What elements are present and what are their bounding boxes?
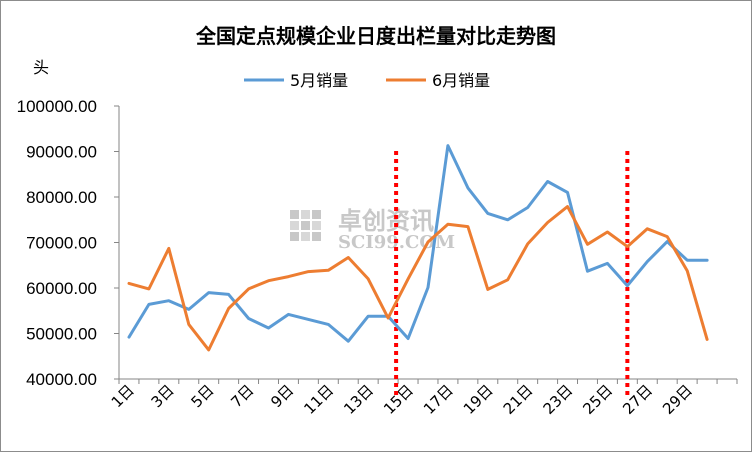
axes [118, 106, 737, 380]
x-axis-ticks: 1日 3日 5日 7日 9日 11日 13日 15日 17日 19日 21日 23日 25日 27日 29日 [108, 379, 738, 418]
x-tick-label: 23日 [540, 381, 577, 418]
y-tick-label: 80000.00 [26, 188, 97, 207]
legend-label: 6月销量 [432, 71, 490, 90]
y-tick-label: 70000.00 [26, 234, 97, 253]
x-tick-label: 25日 [579, 381, 616, 418]
y-tick-label: 100000.00 [17, 97, 97, 116]
legend-label: 5月销量 [290, 71, 348, 90]
x-tick-label: 7日 [227, 381, 257, 411]
x-tick-label: 3日 [148, 381, 178, 411]
series-line [127, 144, 709, 343]
series-lines [127, 144, 709, 352]
y-tick-label: 90000.00 [26, 143, 97, 162]
sci99-logo-icon [290, 210, 321, 241]
x-tick-label: 19日 [460, 381, 497, 418]
x-tick-label: 15日 [380, 381, 417, 418]
x-tick-label: 5日 [187, 381, 217, 411]
series-line [127, 205, 709, 352]
x-tick-label: 9日 [267, 381, 297, 411]
legend: 5月销量 6月销量 [244, 71, 490, 90]
y-tick-label: 60000.00 [26, 279, 97, 298]
x-tick-label: 17日 [420, 381, 457, 418]
watermark: 卓创资讯 SCI99.COM [290, 207, 455, 253]
x-tick-label: 21日 [500, 381, 537, 418]
y-axis-unit-label: 头 [33, 58, 49, 77]
x-tick-label: 27日 [619, 381, 656, 418]
x-tick-label: 11日 [300, 381, 337, 418]
reference-lines [394, 151, 630, 395]
y-tick-label: 50000.00 [26, 325, 97, 344]
x-tick-label: 13日 [340, 381, 377, 418]
watermark-cn: 卓创资讯 [338, 207, 434, 235]
y-tick-label: 40000.00 [26, 370, 97, 389]
chart-title: 全国定点规模企业日度出栏量对比走势图 [195, 24, 556, 48]
x-tick-label: 1日 [108, 381, 138, 411]
y-axis-ticks: 40000.00 50000.00 60000.00 70000.00 80000.00… [17, 97, 119, 389]
x-tick-label: 29日 [659, 381, 696, 418]
